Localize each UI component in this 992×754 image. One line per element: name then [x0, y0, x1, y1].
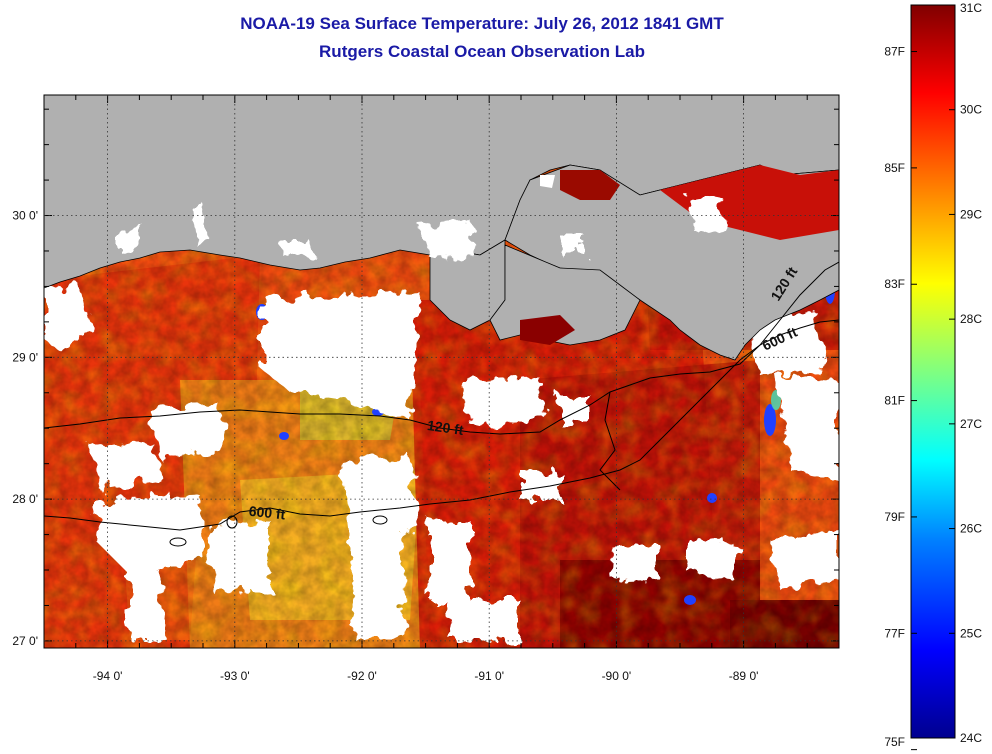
map-subtitle: Rutgers Coastal Ocean Observation Lab — [319, 42, 645, 61]
colorbar-fahrenheit-label: 81F — [884, 394, 905, 408]
contour-label: 120 ft — [426, 417, 465, 438]
plot-frame — [43, 94, 840, 649]
colorbar-fahrenheit-label: 85F — [884, 161, 905, 175]
contour-600ft-west — [44, 319, 839, 531]
colorbar-celsius-label: 31C — [960, 1, 982, 15]
lon-tick-label: -94 0' — [93, 669, 123, 683]
lon-tick-label: -93 0' — [220, 669, 250, 683]
colorbar-gradient — [910, 4, 956, 739]
colorbar-celsius-label: 25C — [960, 626, 982, 640]
colorbar-celsius-label: 29C — [960, 207, 982, 221]
sst-plot-area — [44, 95, 839, 648]
lon-tick-label: -92 0' — [347, 669, 377, 683]
map-title: NOAA-19 Sea Surface Temperature: July 26… — [240, 14, 724, 33]
contour-label: 600 ft — [248, 503, 286, 523]
delta-warm-water — [520, 165, 839, 345]
lat-tick-label: 29 0' — [12, 350, 38, 364]
colorbar: 31C 30C 29C 28C 27C 26C 25C 24C 87F 85F 83F 81F 79F 7… — [884, 1, 982, 751]
lon-tick-label: -89 0' — [729, 669, 759, 683]
lon-tick-label: -90 0' — [602, 669, 632, 683]
lat-tick-label: 30 0' — [12, 209, 38, 223]
lat-tick-label: 28 0' — [12, 492, 38, 506]
colorbar-celsius-label: 26C — [960, 522, 982, 536]
colorbar-fahrenheit-label: 87F — [884, 45, 905, 59]
depth-contours — [44, 261, 839, 547]
contour-600ft-branch — [599, 391, 621, 491]
colorbar-celsius-label: 28C — [960, 312, 982, 326]
colorbar-celsius-label: 27C — [960, 417, 982, 431]
colorbar-celsius-label: 30C — [960, 103, 982, 117]
colorbar-fahrenheit-label: 83F — [884, 277, 905, 291]
colorbar-ticks: 31C 30C 29C 28C 27C 26C 25C 24C 87F 85F 83F 81F 79F 7… — [884, 1, 982, 751]
contour-120ft-west — [44, 261, 839, 435]
graticule — [43, 95, 840, 648]
colorbar-celsius-label: 24C — [960, 731, 982, 745]
lat-tick-label: 27 0' — [12, 634, 38, 648]
land-cloud-blobs — [120, 195, 725, 258]
colorbar-fahrenheit-label: 75F — [884, 735, 905, 749]
axis-labels: -94 0' -93 0' -92 0' -91 0' -90 0' -89 0' 27 0… — [12, 209, 758, 683]
colorbar-fahrenheit-label: 77F — [884, 626, 905, 640]
lon-tick-label: -91 0' — [474, 669, 504, 683]
colorbar-fahrenheit-label: 79F — [884, 510, 905, 524]
